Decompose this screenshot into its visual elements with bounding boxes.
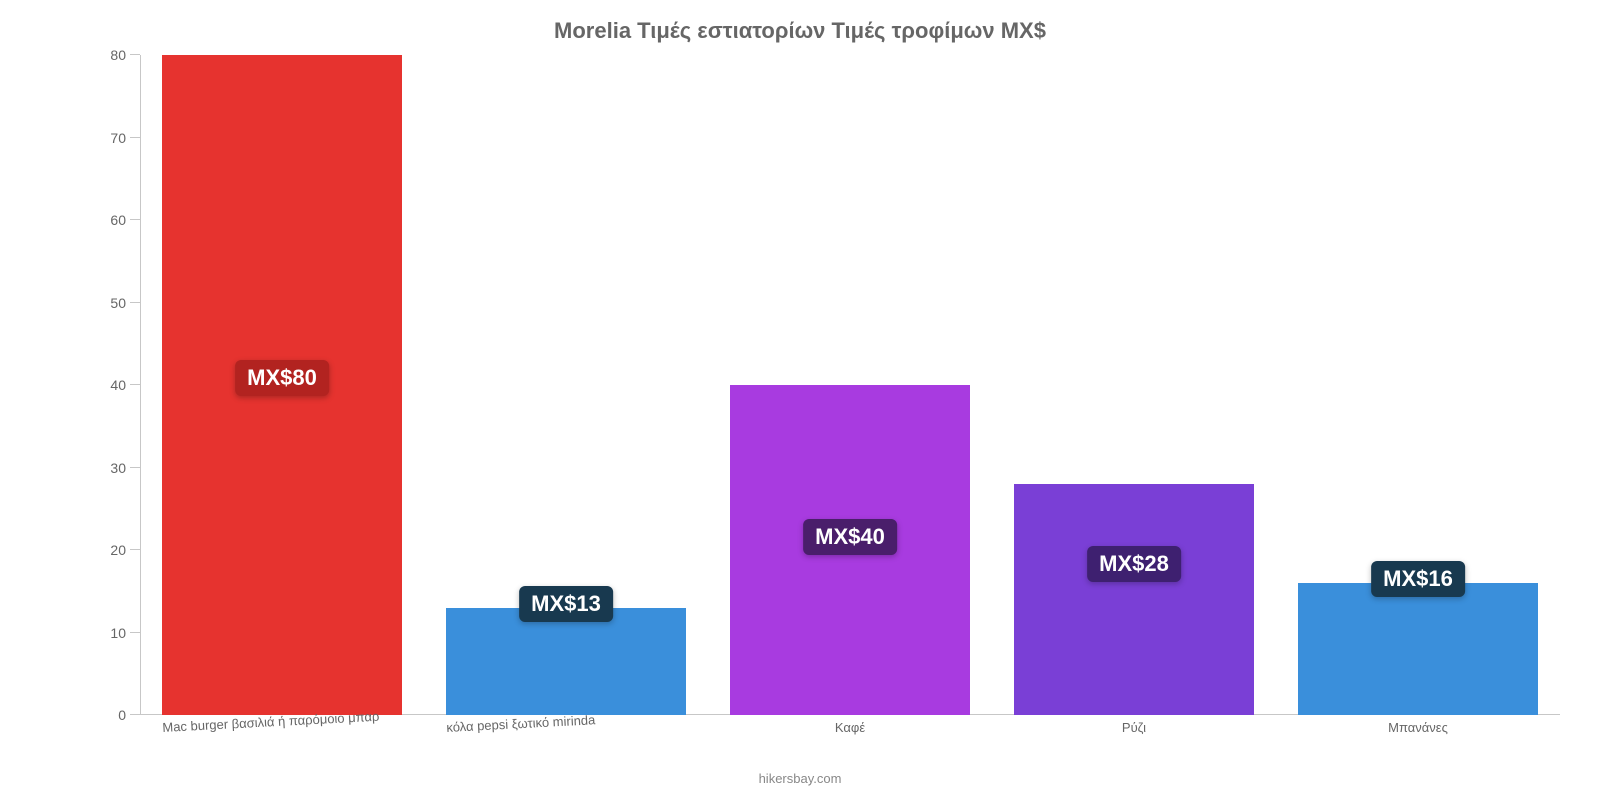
y-tick — [130, 302, 140, 303]
y-tick-label: 0 — [118, 707, 126, 723]
y-tick — [130, 384, 140, 385]
bar-slot: MX$28 — [1014, 55, 1254, 715]
x-axis-label: Καφέ — [730, 720, 970, 735]
x-axis-label: Μπανάνες — [1298, 720, 1538, 735]
y-tick — [130, 54, 140, 55]
bars-container: MX$80 MX$13 MX$40 MX$28 MX$16 — [140, 55, 1560, 715]
chart-area: 01020304050607080 MX$80MX$13MX$40MX$28MX… — [140, 55, 1560, 715]
y-tick — [130, 219, 140, 220]
y-tick — [130, 714, 140, 715]
bar-slot: MX$16 — [1298, 55, 1538, 715]
y-tick-label: 40 — [110, 377, 126, 393]
value-badge: MX$16 — [1371, 561, 1465, 597]
value-badge: MX$40 — [803, 519, 897, 555]
x-axis-label: Ρύζι — [1014, 720, 1254, 735]
attribution: hikersbay.com — [0, 771, 1600, 786]
y-tick-label: 80 — [110, 47, 126, 63]
y-tick-label: 10 — [110, 625, 126, 641]
y-tick — [130, 137, 140, 138]
y-tick-label: 70 — [110, 130, 126, 146]
y-tick — [130, 549, 140, 550]
value-badge: MX$13 — [519, 586, 613, 622]
y-tick-label: 20 — [110, 542, 126, 558]
value-badge: MX$28 — [1087, 546, 1181, 582]
value-badge: MX$80 — [235, 360, 329, 396]
y-tick — [130, 632, 140, 633]
x-labels-container: Mac burger βασιλιά ή παρόμοιο μπαρκόλα p… — [140, 720, 1560, 735]
bar: MX$13 — [446, 608, 686, 715]
y-tick-label: 60 — [110, 212, 126, 228]
y-tick-label: 50 — [110, 295, 126, 311]
bar: MX$16 — [1298, 583, 1538, 715]
bar-slot: MX$80 — [162, 55, 402, 715]
plot: 01020304050607080 MX$80MX$13MX$40MX$28MX… — [140, 55, 1560, 715]
bar: MX$80 — [162, 55, 402, 715]
bar-slot: MX$40 — [730, 55, 970, 715]
bar: MX$28 — [1014, 484, 1254, 715]
bar: MX$40 — [730, 385, 970, 715]
y-tick-label: 30 — [110, 460, 126, 476]
bar-slot: MX$13 — [446, 55, 686, 715]
chart-title: Morelia Τιμές εστιατορίων Τιμές τροφίμων… — [0, 0, 1600, 44]
y-tick — [130, 467, 140, 468]
